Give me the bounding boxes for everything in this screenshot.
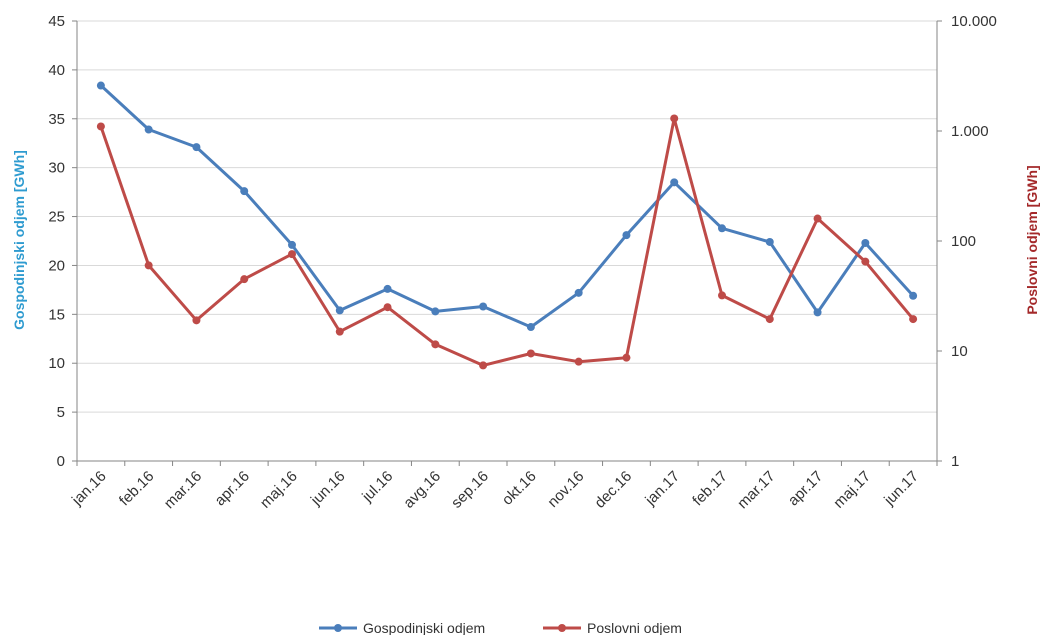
data-point	[335, 327, 344, 336]
data-point	[909, 291, 918, 300]
x-tick-label: mar.16	[161, 468, 205, 512]
left-tick-label: 25	[48, 209, 65, 226]
series-line	[99, 84, 915, 329]
data-point	[240, 187, 249, 196]
x-tick-label: dec.16	[591, 468, 635, 512]
data-point	[288, 250, 296, 259]
x-tick-label: sep.16	[448, 468, 492, 512]
series-line	[99, 117, 915, 367]
left-axis-ticks: 0 5 10 15 20 25 30 35 40 45	[48, 13, 77, 470]
x-tick-label: nov.16	[544, 468, 587, 511]
data-point	[96, 122, 105, 131]
x-tick-label: apr.17	[785, 468, 827, 510]
data-point	[144, 261, 153, 270]
data-point	[622, 353, 631, 362]
x-tick-label: jan.17	[641, 468, 683, 510]
data-point	[574, 357, 583, 366]
x-tick-label: mar.17	[734, 468, 778, 512]
data-point	[765, 237, 774, 246]
data-point	[622, 231, 631, 240]
left-tick-label: 35	[48, 111, 65, 128]
left-tick-label: 0	[57, 453, 65, 470]
right-tick-label: 10.000	[951, 13, 997, 30]
data-point	[765, 315, 774, 324]
data-point	[909, 315, 918, 324]
data-point	[479, 302, 488, 311]
data-point	[526, 323, 535, 332]
left-axis-title: Gospodinjski odjem [GWh]	[11, 150, 27, 330]
x-tick-label: jun.16	[307, 468, 349, 510]
legend-marker	[558, 624, 566, 632]
data-point	[861, 257, 870, 266]
right-tick-label: 1.000	[951, 123, 989, 140]
data-point	[526, 349, 535, 358]
x-tick-label: jan.16	[68, 468, 110, 510]
left-tick-label: 5	[57, 404, 65, 421]
data-point	[574, 288, 583, 297]
x-tick-label: maj.16	[257, 468, 301, 512]
left-tick-label: 15	[48, 306, 65, 323]
data-point	[479, 361, 488, 370]
right-axis-ticks: 1 10 100 1.000 10.000	[937, 13, 997, 470]
data-point	[718, 224, 726, 233]
x-tick-label: apr.16	[212, 468, 254, 510]
legend-label: Poslovni odjem	[587, 620, 682, 635]
x-tick-label: feb.16	[116, 468, 158, 510]
x-tick-label: okt.16	[499, 468, 540, 509]
x-tick-label: maj.17	[830, 468, 874, 512]
left-tick-label: 30	[48, 160, 65, 177]
x-axis-ticks: jan.16 feb.16 mar.16 apr.16 maj.16 jun.16 jul.…	[68, 461, 938, 512]
left-tick-label: 45	[48, 13, 65, 30]
legend-label: Gospodinjski odjem	[363, 620, 485, 635]
data-point	[96, 81, 105, 90]
x-tick-label: avg.16	[400, 468, 444, 512]
data-point	[192, 316, 201, 325]
left-tick-label: 40	[48, 62, 65, 79]
data-point	[670, 114, 679, 123]
data-point	[861, 238, 870, 247]
data-point	[383, 284, 392, 293]
data-point	[383, 303, 392, 312]
series-group	[96, 81, 918, 370]
data-point	[718, 291, 726, 300]
right-tick-label: 10	[951, 343, 968, 360]
data-point	[335, 306, 344, 315]
data-point	[670, 178, 679, 187]
x-tick-label: jun.17	[880, 468, 922, 510]
data-point	[240, 275, 249, 284]
data-point	[431, 307, 440, 316]
legend-marker	[334, 624, 342, 632]
series-1	[96, 81, 918, 332]
series-2	[96, 114, 918, 370]
data-point	[813, 214, 822, 223]
data-point	[144, 125, 153, 134]
left-tick-label: 10	[48, 355, 65, 372]
gridlines	[77, 20, 937, 413]
legend-item: Gospodinjski odjem	[319, 620, 485, 635]
right-tick-label: 100	[951, 233, 976, 250]
x-tick-label: jul.16	[358, 468, 396, 506]
right-axis-title: Poslovni odjem [GWh]	[1024, 165, 1040, 314]
left-tick-label: 20	[48, 257, 65, 274]
data-point	[192, 143, 201, 152]
legend-item: Poslovni odjem	[543, 620, 682, 635]
x-tick-label: feb.17	[689, 468, 731, 510]
data-point	[431, 340, 440, 349]
right-tick-label: 1	[951, 453, 959, 470]
legend: Gospodinjski odjem Poslovni odjem	[319, 620, 682, 635]
data-point	[288, 240, 296, 249]
data-point	[813, 308, 822, 317]
